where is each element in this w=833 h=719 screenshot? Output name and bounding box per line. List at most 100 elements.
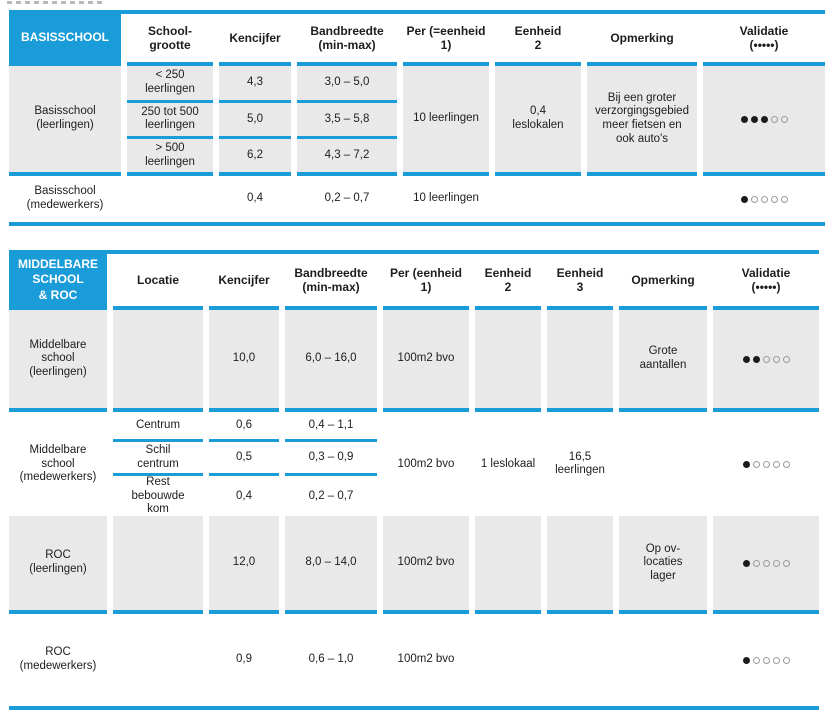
cell-opmerking-empty	[619, 614, 707, 706]
validation-dot-filled	[760, 115, 768, 123]
subcell-bandbreedte: 3,0 – 5,0	[297, 66, 397, 103]
validation-dot-open	[782, 355, 790, 363]
basisschool-header-row: BASISSCHOOL School-grootte Kencijfer Ban…	[9, 14, 833, 66]
row-label-text: Middelbare school (medewerkers)	[19, 444, 97, 484]
cell-text: 10,0	[232, 352, 256, 365]
column-header-per: Per (=eenheid 1)	[403, 14, 489, 66]
column-header-text: Kencijfer	[229, 30, 281, 45]
subcell-kencijfer: 0,4	[209, 476, 279, 521]
cell-eenheid2-empty	[475, 310, 541, 412]
subcell-kencijfer: 4,3	[219, 66, 291, 103]
subcell-schoolgrootte: > 500 leerlingen	[127, 139, 213, 176]
validation-dot-open	[752, 460, 760, 468]
validation-dot-open	[760, 195, 768, 203]
validation-dot-open	[752, 656, 760, 664]
cell-text: 10 leerlingen	[413, 192, 479, 205]
subcell-text: < 250 leerlingen	[145, 69, 195, 95]
table-title-middelbare-school-roc: MIDDELBARE SCHOOL & ROC	[9, 254, 107, 310]
subcell-kencijfer: 5,0	[219, 102, 291, 140]
column-header-text: Validatie (•••••)	[741, 265, 791, 294]
column-header-text: Per (=eenheid 1)	[406, 23, 486, 52]
cell-eenheid2-empty	[475, 516, 541, 614]
cell-eenheid3-empty	[547, 614, 613, 706]
cell-text: 100m2 bvo	[397, 457, 455, 470]
cell-schoolgrootte-empty	[127, 176, 213, 222]
cell-locatie-empty	[113, 310, 203, 412]
column-header-bandbreedte: Bandbreedte (min-max)	[285, 254, 377, 310]
validation-dot-open	[762, 355, 770, 363]
validation-dot-filled	[750, 115, 758, 123]
column-header-text: Validatie (•••••)	[739, 23, 789, 52]
row-middelbare-school-leerlingen: Middelbare school (leerlingen) 10,0 6,0 …	[9, 310, 833, 412]
column-header-opmerking: Opmerking	[619, 254, 707, 310]
subcell-text: 6,2	[247, 148, 263, 161]
cell-opmerking-empty	[619, 412, 707, 521]
cell-text: 0,6 – 1,0	[308, 653, 354, 666]
cell-bandbreedte: 6,0 – 16,0	[285, 310, 377, 412]
cell-per: 10 leerlingen	[403, 176, 489, 222]
subcell-bandbreedte: 0,4 – 1,1	[285, 412, 377, 442]
cell-eenheid3: 16,5 leerlingen	[547, 412, 613, 521]
validation-dot-open	[770, 115, 778, 123]
validation-dot-open	[772, 559, 780, 567]
validation-dot-open	[782, 559, 790, 567]
row-label-text: Basisschool (leerlingen)	[34, 105, 96, 131]
cell-per: 100m2 bvo	[383, 614, 469, 706]
cell-per: 100m2 bvo	[383, 516, 469, 614]
column-header-text: Opmerking	[610, 30, 674, 45]
column-header-eenheid2: Eenheid 2	[475, 254, 541, 310]
subcell-text: 0,6	[236, 418, 252, 431]
column-header-text: Opmerking	[631, 272, 695, 287]
cell-text: 12,0	[232, 556, 256, 569]
column-header-per: Per (eenheid 1)	[383, 254, 469, 310]
validation-dot-filled	[742, 460, 750, 468]
schoolgrootte-subtable: < 250 leerlingen 4,3 3,0 – 5,0 250 tot 5…	[127, 66, 397, 176]
cell-text: Grote aantallen	[639, 345, 687, 371]
table-top-border	[9, 250, 819, 254]
row-label-middelbare-school-leerlingen: Middelbare school (leerlingen)	[9, 310, 107, 412]
column-header-bandbreedte: Bandbreedte (min-max)	[297, 14, 397, 66]
validation-dot-filled	[742, 559, 750, 567]
row-basisschool-leerlingen: Basisschool (leerlingen) < 250 leerlinge…	[9, 66, 833, 176]
validation-dots	[713, 412, 819, 521]
subcell-kencijfer: 6,2	[219, 139, 291, 176]
column-header-text: Eenheid 2	[514, 23, 562, 52]
validation-dot-open	[780, 115, 788, 123]
cell-kencijfer: 0,9	[209, 614, 279, 706]
subcell-text: 3,5 – 5,8	[324, 112, 370, 125]
cropped-text-remnant	[7, 1, 103, 4]
row-label-roc-leerlingen: ROC (leerlingen)	[9, 516, 107, 614]
subcell-locatie: Centrum	[113, 412, 203, 442]
table-top-border	[9, 10, 825, 14]
locatie-subtable: Centrum 0,6 0,4 – 1,1 Schil centrum 0,5 …	[113, 412, 377, 521]
row-basisschool-medewerkers: Basisschool (medewerkers) 0,4 0,2 – 0,7 …	[9, 176, 833, 222]
cell-per: 10 leerlingen	[403, 66, 489, 176]
column-header-locatie: Locatie	[113, 254, 203, 310]
cell-text: 100m2 bvo	[397, 556, 455, 569]
row-middelbare-school-medewerkers: Middelbare school (medewerkers) Centrum …	[9, 412, 833, 521]
row-label-text: Middelbare school (leerlingen)	[29, 338, 87, 378]
cell-kencijfer: 12,0	[209, 516, 279, 614]
cell-text: 100m2 bvo	[397, 653, 455, 666]
row-label-roc-medewerkers: ROC (medewerkers)	[9, 614, 107, 706]
column-header-eenheid3: Eenheid 3	[547, 254, 613, 310]
validation-dot-open	[772, 355, 780, 363]
cell-text: 1 leslokaal	[480, 457, 536, 470]
subcell-kencijfer: 0,5	[209, 442, 279, 476]
cell-opmerking-empty	[587, 176, 697, 222]
column-header-text: Locatie	[136, 272, 179, 287]
cell-eenheid2: 1 leslokaal	[475, 412, 541, 521]
column-header-text: School-grootte	[148, 23, 192, 52]
column-header-text: Kencijfer	[218, 272, 270, 287]
cell-opmerking: Bij een groter verzorgingsgebied meer fi…	[587, 66, 697, 176]
cell-bandbreedte: 0,2 – 0,7	[297, 176, 397, 222]
cell-eenheid3-empty	[547, 516, 613, 614]
row-label-text: ROC (leerlingen)	[29, 549, 87, 575]
subcell-text: Rest bebouwde kom	[131, 476, 185, 516]
cell-text: Op ov-locaties lager	[643, 542, 683, 582]
validation-dots	[713, 516, 819, 614]
subcell-text: > 500 leerlingen	[145, 142, 195, 168]
validation-dots	[703, 176, 825, 222]
cell-text: 0,2 – 0,7	[324, 192, 370, 205]
row-label-basisschool-medewerkers: Basisschool (medewerkers)	[9, 176, 121, 222]
